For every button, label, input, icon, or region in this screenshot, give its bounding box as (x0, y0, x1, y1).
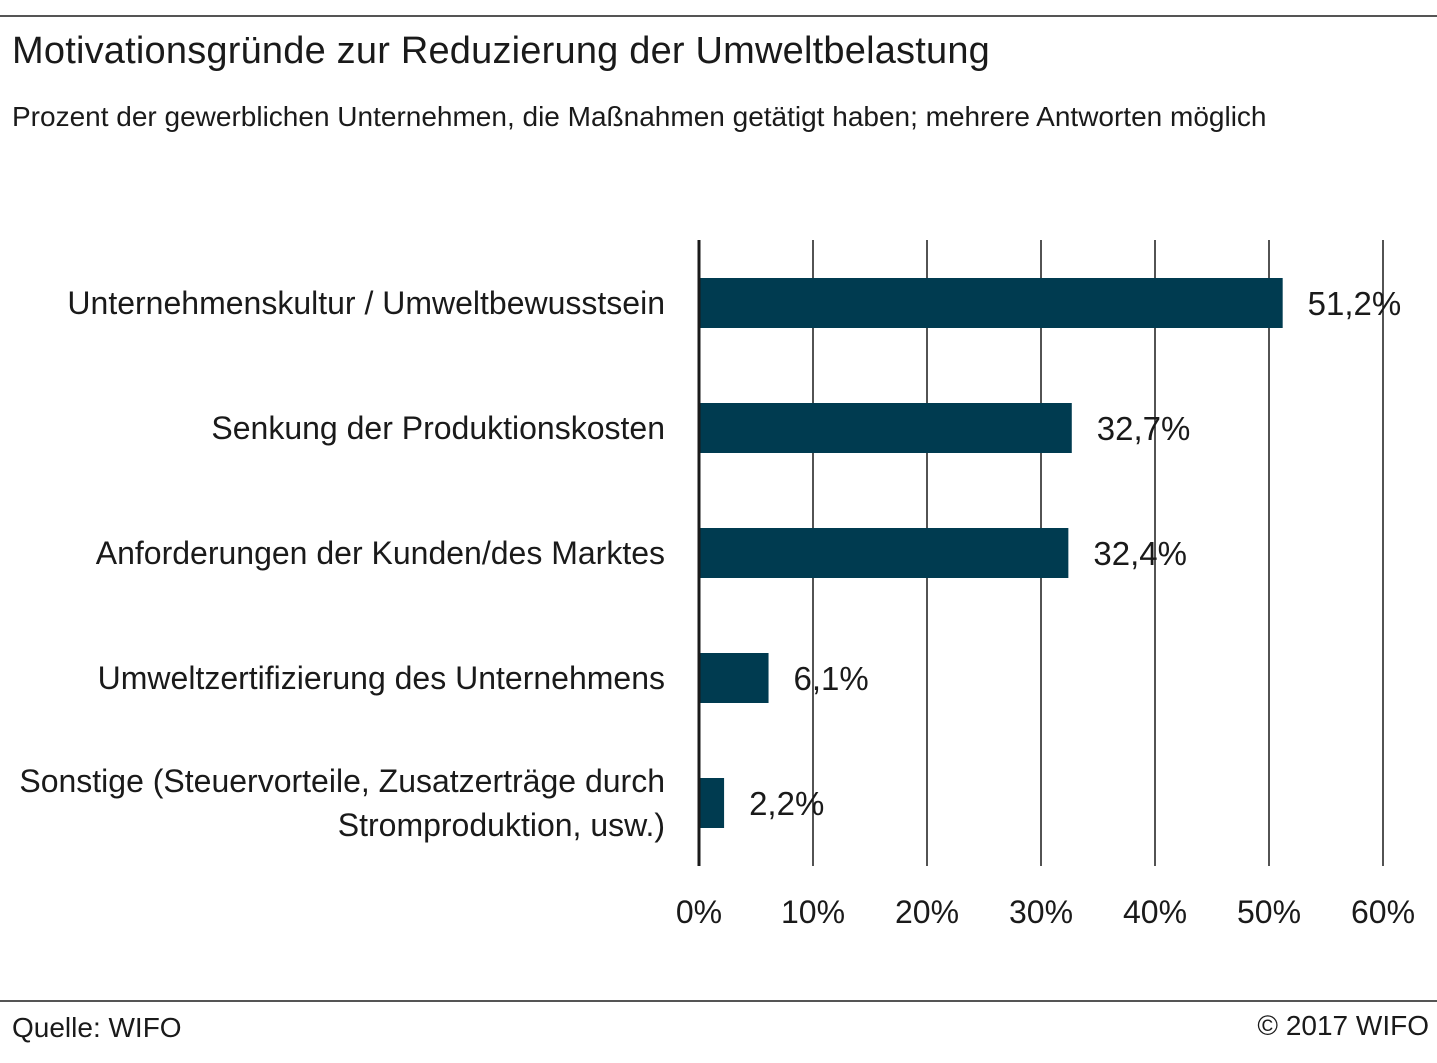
tick-label-30: 30% (1009, 894, 1073, 930)
value-label-3: 32,4% (1093, 535, 1187, 572)
tick-label-20: 20% (895, 894, 959, 930)
value-label-2: 32,7% (1097, 410, 1191, 447)
bottom-rule (0, 1000, 1437, 1002)
category-label-1: Unternehmenskultur / Umweltbewusstsein (67, 285, 665, 321)
value-label-4: 6,1% (794, 660, 869, 697)
bar-4 (699, 653, 769, 703)
tick-label-0: 0% (676, 894, 722, 930)
category-label-3: Anforderungen der Kunden/des Marktes (96, 535, 665, 571)
chart-subtitle: Prozent der gewerblichen Unternehmen, di… (12, 101, 1267, 132)
tick-label-60: 60% (1351, 894, 1415, 930)
tick-label-40: 40% (1123, 894, 1187, 930)
tick-label-10: 10% (781, 894, 845, 930)
tick-label-50: 50% (1237, 894, 1301, 930)
source-note: Quelle: WIFO (12, 1012, 182, 1043)
x-axis-tick-labels: 0% 10% 20% 30% 40% 50% 60% (676, 894, 1415, 930)
bar-2 (699, 403, 1072, 453)
bar-3 (699, 528, 1069, 578)
value-label-1: 51,2% (1308, 285, 1402, 322)
bar-5 (699, 778, 725, 828)
category-label-5-line-1: Sonstige (Steuervorteile, Zusatzerträge … (19, 763, 665, 799)
copyright-note: © 2017 WIFO (1257, 1010, 1429, 1041)
top-rule (0, 15, 1437, 17)
bar-1 (699, 278, 1283, 328)
category-label-2: Senkung der Produktionskosten (211, 410, 665, 446)
category-label-5-line-2: Stromproduktion, usw.) (338, 807, 665, 843)
chart-title: Motivationsgründe zur Reduzierung der Um… (12, 30, 991, 72)
category-labels: Unternehmenskultur / Umweltbewusstsein Se… (19, 285, 665, 843)
value-label-5: 2,2% (749, 785, 824, 822)
category-label-4: Umweltzertifizierung des Unternehmens (98, 660, 665, 696)
value-labels: 51,2% 32,7% 32,4% 6,1% 2,2% (749, 285, 1401, 822)
bars (699, 278, 1283, 828)
